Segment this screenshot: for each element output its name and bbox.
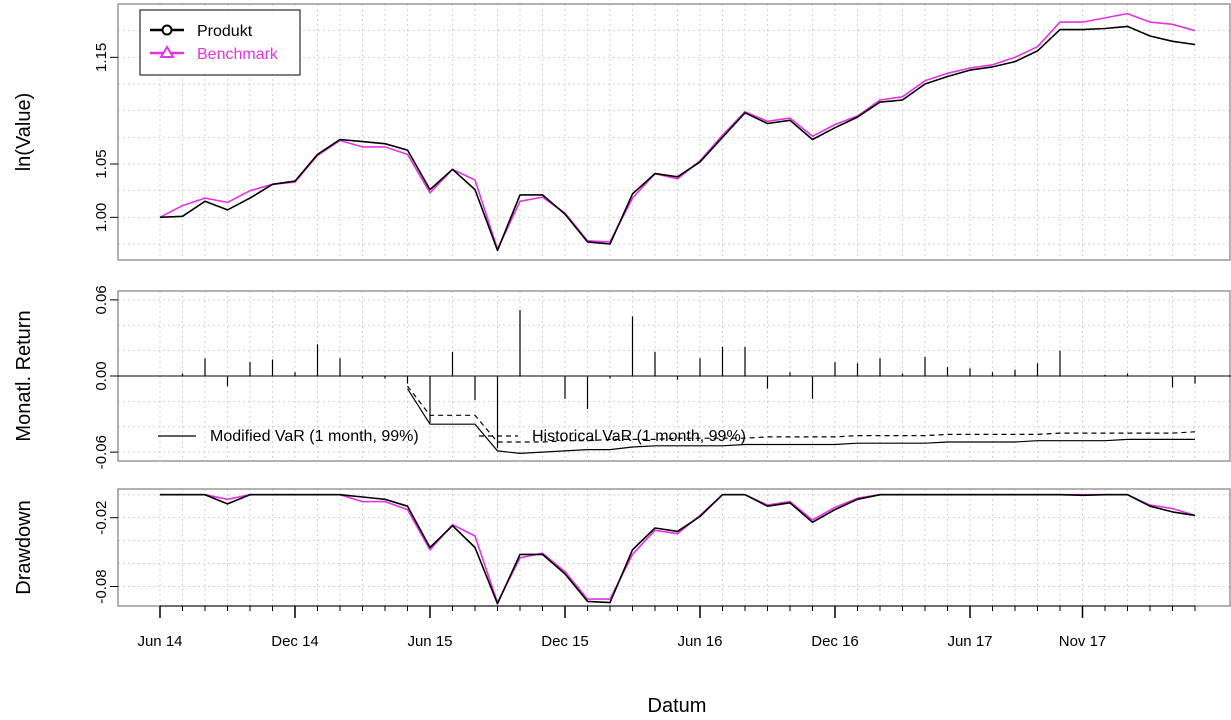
y-tick-label: 1.15	[93, 43, 110, 72]
y-tick-label: -0.08	[93, 569, 110, 603]
var-label-historical: Historical VaR (1 month, 99%)	[532, 428, 746, 445]
series-line-produkt	[159, 25, 1196, 252]
x-tick-label: Nov 17	[1059, 633, 1107, 650]
y-tick-label: 0.00	[93, 361, 110, 390]
y-tick-label: -0.02	[93, 501, 110, 535]
legend-label-produkt: Produkt	[197, 23, 253, 40]
legend-label-benchmark: Benchmark	[197, 46, 279, 63]
panel-drawdown: -0.02 -0.08 Drawdown	[13, 488, 1231, 607]
y-tick-label: 0.06	[93, 285, 110, 314]
var-line-modified	[406, 388, 1195, 455]
panel-frame	[117, 3, 1231, 261]
y-axis-title: ln(Value)	[13, 93, 35, 172]
x-tick-label: Jun 14	[137, 633, 182, 650]
legend-marker-circle	[161, 24, 173, 36]
y-tick-label: -0.06	[93, 435, 110, 469]
x-tick-label: Jun 15	[407, 633, 452, 650]
x-tick-label: Dec 16	[811, 633, 859, 650]
legend-marker-triangle	[159, 45, 175, 58]
var-label-modified: Modified VaR (1 month, 99%)	[210, 428, 419, 445]
panel-frame	[117, 488, 1231, 607]
var-line-historical	[407, 385, 1196, 443]
x-tick-label: Dec 14	[271, 633, 319, 650]
x-axis-title: Datum	[648, 695, 707, 717]
x-tick-label: Jun 17	[947, 633, 992, 650]
panel-ln-value: 1.00 1.05 1.15 ln(Value) Produkt Benchmark	[13, 3, 1231, 261]
y-tick-label: 1.05	[93, 149, 110, 178]
y-tick-label: 1.00	[93, 203, 110, 232]
y-axis-title: Monatl. Return	[13, 310, 35, 441]
x-tick-label: Dec 15	[541, 633, 589, 650]
x-tick-label: Jun 16	[677, 633, 722, 650]
legend: Produkt Benchmark	[139, 9, 301, 76]
series-line-benchmark	[159, 12, 1196, 251]
x-axis: Jun 14 Dec 14 Jun 15 Dec 15 Jun 16 Dec 16 Jun …	[137, 605, 1196, 717]
legend-box	[139, 9, 301, 76]
panel-monthly-return: 0.06 0.00 -0.06 Monatl. Return Modified VaR …	[13, 285, 1231, 469]
y-axis-title: Drawdown	[13, 500, 35, 594]
series-line-produkt	[160, 493, 1196, 605]
